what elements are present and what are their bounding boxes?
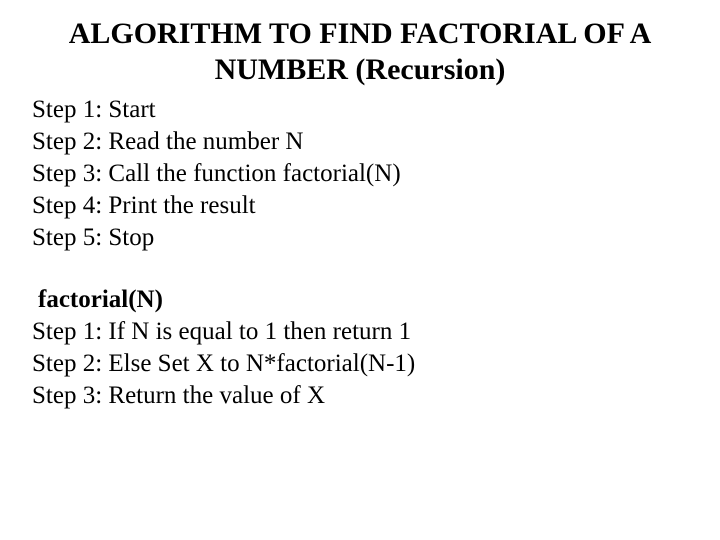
subprocedure-heading: factorial(N) — [32, 284, 688, 316]
slide: ALGORITHM TO FIND FACTORIAL OF A NUMBER … — [0, 0, 720, 540]
spacer — [32, 254, 688, 284]
step: Step 2: Else Set X to N*factorial(N-1) — [32, 348, 688, 380]
step: Step 1: If N is equal to 1 then return 1 — [32, 316, 688, 348]
step: Step 4: Print the result — [32, 190, 688, 222]
page-title: ALGORITHM TO FIND FACTORIAL OF A NUMBER … — [32, 16, 688, 88]
step: Step 1: Start — [32, 94, 688, 126]
step: Step 2: Read the number N — [32, 126, 688, 158]
step: Step 3: Call the function factorial(N) — [32, 158, 688, 190]
title-line-2: NUMBER (Recursion) — [32, 52, 688, 88]
step: Step 3: Return the value of X — [32, 380, 688, 412]
step: Step 5: Stop — [32, 222, 688, 254]
sub-procedure: factorial(N) Step 1: If N is equal to 1 … — [32, 284, 688, 412]
main-steps: Step 1: Start Step 2: Read the number N … — [32, 94, 688, 254]
title-line-1: ALGORITHM TO FIND FACTORIAL OF A — [32, 16, 688, 52]
